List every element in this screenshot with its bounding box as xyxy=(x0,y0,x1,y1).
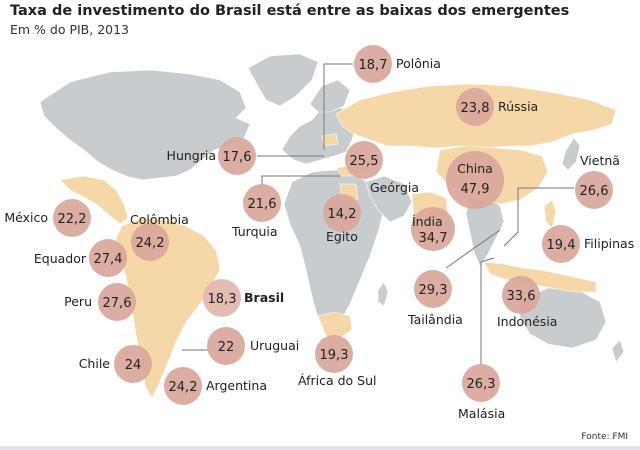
madagascar-shape xyxy=(377,281,389,307)
bubble-tailandia xyxy=(414,270,452,308)
value-label-malasia: 26,3 xyxy=(467,377,496,392)
africa-shape xyxy=(283,169,385,331)
country-label-peru: Peru xyxy=(64,294,92,309)
country-label-uruguai: Uruguai xyxy=(250,338,299,353)
poland-shape xyxy=(321,133,339,147)
labels-layer: Polônia Rússia Hungria Geórgia China Vietnã Mé… xyxy=(4,56,634,421)
bubble-africa-do-sul xyxy=(315,335,353,373)
value-label-africa-do-sul: 19,3 xyxy=(320,348,349,363)
value-label-hungria: 17,6 xyxy=(223,150,252,165)
leader-polonia xyxy=(323,63,353,150)
south-africa-shape xyxy=(317,311,353,339)
value-label-filipinas: 19,4 xyxy=(547,238,576,253)
leader-tailandia xyxy=(445,229,501,269)
bubble-malasia xyxy=(462,364,500,402)
value-label-indonesia: 33,6 xyxy=(507,289,536,304)
bubble-georgia xyxy=(345,141,383,179)
bubble-polonia xyxy=(354,45,392,83)
country-label-filipinas: Filipinas xyxy=(584,236,634,251)
country-label-russia: Rússia xyxy=(498,99,538,114)
country-label-egito: Egito xyxy=(326,229,358,244)
bubble-turquia xyxy=(243,184,281,222)
bubble-china xyxy=(446,151,504,209)
bubble-brasil xyxy=(203,279,241,317)
chart-title: Taxa de investimento do Brasil está entr… xyxy=(10,3,570,19)
value-label-brasil: 18,3 xyxy=(208,292,237,307)
bottom-rule xyxy=(0,446,640,450)
bubble-russia xyxy=(456,88,494,126)
country-label-tailandia: Tailândia xyxy=(407,312,463,327)
value-label-equador: 27,4 xyxy=(94,252,123,267)
country-label-mexico: México xyxy=(4,210,48,225)
country-label-china: China xyxy=(457,161,493,176)
bubble-argentina xyxy=(164,367,202,405)
mexico-shape xyxy=(59,175,129,225)
country-label-equador: Equador xyxy=(34,251,87,266)
new-zealand-shape xyxy=(611,339,625,363)
bubble-hungria xyxy=(218,137,256,175)
bubble-colombia xyxy=(131,223,169,261)
north-america-shape xyxy=(39,69,251,181)
country-label-argentina: Argentina xyxy=(206,378,267,393)
bubble-egito xyxy=(323,194,361,232)
value-label-uruguai: 22 xyxy=(218,340,235,355)
scandinavia-shape xyxy=(309,79,351,113)
country-label-vietna: Vietnã xyxy=(580,153,620,168)
bubble-vietna xyxy=(575,171,613,209)
country-label-brasil: Brasil xyxy=(244,290,284,305)
value-label-peru: 27,6 xyxy=(103,296,132,311)
country-label-turquia: Turquia xyxy=(231,224,278,239)
bubble-indonesia xyxy=(502,276,540,314)
value-label-turquia: 21,6 xyxy=(248,197,277,212)
bubble-chile xyxy=(114,345,152,383)
value-label-georgia: 25,5 xyxy=(350,154,379,169)
value-label-mexico: 22,2 xyxy=(58,212,87,227)
country-label-georgia: Geórgia xyxy=(370,180,419,195)
country-label-africa-do-sul: África do Sul xyxy=(298,373,377,388)
bubble-peru xyxy=(98,283,136,321)
value-label-egito: 14,2 xyxy=(328,207,357,222)
bubble-india xyxy=(411,207,455,251)
value-label-india: 34,7 xyxy=(419,231,448,246)
value-label-tailandia: 29,3 xyxy=(419,283,448,298)
arabia-shape xyxy=(365,175,413,223)
japan-shape xyxy=(561,137,581,171)
country-label-polonia: Polônia xyxy=(396,56,441,71)
chart-source: Fonte: FMI xyxy=(581,432,628,442)
country-label-indonesia: Indonésia xyxy=(497,314,557,329)
country-label-colombia: Colômbia xyxy=(130,212,189,227)
philippines-shape xyxy=(543,199,557,229)
bubble-uruguai xyxy=(207,327,245,365)
greenland-shape xyxy=(247,53,319,107)
value-label-colombia: 24,2 xyxy=(136,236,165,251)
value-label-polonia: 18,7 xyxy=(359,58,388,73)
value-label-russia: 23,8 xyxy=(461,101,490,116)
bubble-filipinas xyxy=(542,225,580,263)
bubble-mexico xyxy=(53,199,91,237)
bubbles-layer: 18,7 23,8 17,6 25,5 47,9 26,6 22,2 24,2 21,6 14,2… xyxy=(53,45,613,405)
country-label-india: Índia xyxy=(412,214,443,229)
country-label-chile: Chile xyxy=(79,356,111,371)
value-label-china: 47,9 xyxy=(461,182,490,197)
leader-malasia xyxy=(480,257,495,364)
value-label-chile: 24 xyxy=(125,358,142,373)
value-label-vietna: 26,6 xyxy=(580,184,609,199)
indonesia-shape xyxy=(483,261,597,293)
leader-vietna xyxy=(503,187,574,247)
country-label-hungria: Hungria xyxy=(167,148,216,163)
bubble-equador xyxy=(89,239,127,277)
country-label-malasia: Malásia xyxy=(458,406,505,421)
value-label-argentina: 24,2 xyxy=(169,380,198,395)
chart-subtitle: Em % do PIB, 2013 xyxy=(10,22,130,37)
